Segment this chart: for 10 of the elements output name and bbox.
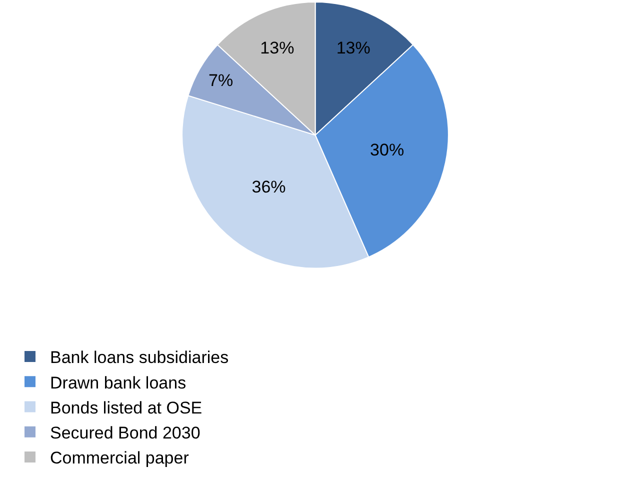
data-label: 7% [208,71,234,90]
legend-label: Commercial paper [50,448,190,468]
data-label: 13% [336,38,370,58]
data-label: 30% [370,140,404,160]
data-label: 36% [252,178,286,197]
data-label: 13% [260,38,294,58]
legend-label: Bonds listed at OSE [50,398,202,418]
legend-label: Drawn bank loans [50,373,186,392]
legend-label: Bank loans subsidiaries [50,348,229,368]
legend-label: Secured Bond 2030 [50,423,200,442]
